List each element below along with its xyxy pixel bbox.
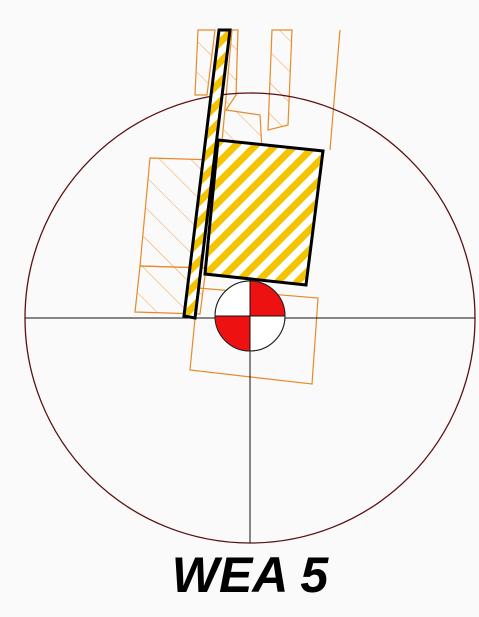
page: WEA 5 (() => { const data = JSON.parse(d…	[0, 0, 479, 617]
orange-strip	[268, 30, 292, 130]
hatched-block	[205, 140, 323, 285]
diagram: WEA 5	[0, 0, 479, 617]
center-marker	[215, 281, 285, 351]
label: WEA 5	[172, 547, 330, 603]
